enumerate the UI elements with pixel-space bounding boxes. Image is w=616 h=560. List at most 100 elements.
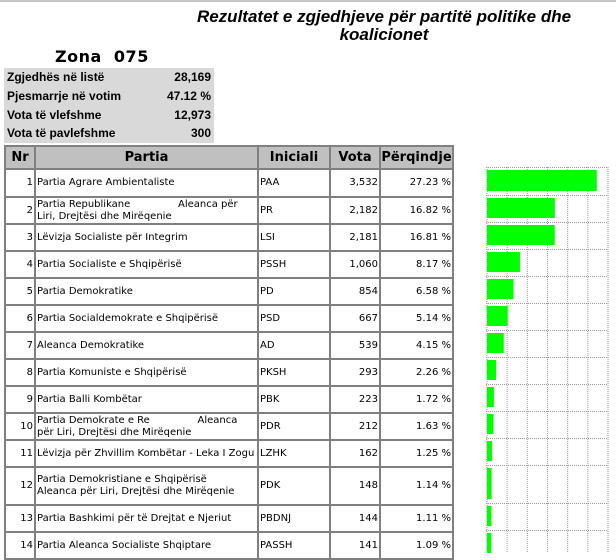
table-row: 14 Partia Aleanca Socialiste Shqiptare P… <box>4 531 454 560</box>
row-nr: 13 <box>4 504 36 533</box>
row-iniciali: AD <box>257 331 331 360</box>
bar-pr <box>487 198 555 218</box>
row-vota: 293 <box>329 358 381 387</box>
stat-value: 300 <box>190 126 211 141</box>
row-partia: Partia Socialiste e Shqipërisë <box>34 250 259 279</box>
row-partia: Partia Demokrate e Re Aleanca për Liri, … <box>34 412 259 441</box>
row-perqindje: 1.72 % <box>379 385 454 414</box>
row-partia: Partia Aleanca Socialiste Shqiptare <box>34 531 259 560</box>
row-nr: 14 <box>4 531 36 560</box>
header-vota: Vota <box>329 145 381 170</box>
row-vota: 2,182 <box>329 196 381 225</box>
row-nr: 7 <box>4 331 36 360</box>
table-row: 13 Partia Bashkimi për të Drejtat e Njer… <box>4 504 454 533</box>
row-vota: 141 <box>329 531 381 560</box>
table-row: 4 Partia Socialiste e Shqipërisë PSSH 1,… <box>4 250 454 279</box>
row-iniciali: LSI <box>257 223 331 252</box>
bar-pbk <box>487 387 494 407</box>
table-row: 9 Partia Balli Kombëtar PBK 223 1.72 % <box>4 385 454 414</box>
row-perqindje: 27.23 % <box>379 168 454 198</box>
header-iniciali: Iniciali <box>257 145 331 170</box>
bar-pdk <box>487 468 492 499</box>
row-partia: Partia Republikane Aleanca për Liri, Dre… <box>34 196 259 225</box>
row-vota: 148 <box>329 466 381 506</box>
row-nr: 4 <box>4 250 36 279</box>
row-perqindje: 2.26 % <box>379 358 454 387</box>
row-vota: 212 <box>329 412 381 441</box>
row-vota: 144 <box>329 504 381 533</box>
row-nr: 9 <box>4 385 36 414</box>
row-nr: 11 <box>4 439 36 468</box>
row-partia: Partia Balli Kombëtar <box>34 385 259 414</box>
row-iniciali: PKSH <box>257 358 331 387</box>
stat-label: Vota të pavlefshme <box>7 126 116 141</box>
header-nr: Nr <box>4 145 36 170</box>
row-vota: 1,060 <box>329 250 381 279</box>
bar-passh <box>487 533 492 553</box>
bar-pdr <box>487 414 494 434</box>
row-perqindje: 5.14 % <box>379 304 454 333</box>
row-iniciali: PR <box>257 196 331 225</box>
row-perqindje: 1.09 % <box>379 531 454 560</box>
row-iniciali: PAA <box>257 168 331 198</box>
page-title: Rezultatet e zgjedhjeve për partitë poli… <box>196 7 572 44</box>
header-partia: Partia <box>34 145 259 170</box>
row-perqindje: 16.82 % <box>379 196 454 225</box>
row-vota: 667 <box>329 304 381 333</box>
table-row: 5 Partia Demokratike PD 854 6.58 % <box>4 277 454 306</box>
row-iniciali: LZHK <box>257 439 331 468</box>
row-perqindje: 1.11 % <box>379 504 454 533</box>
bar-pd <box>487 279 514 299</box>
row-iniciali: PD <box>257 277 331 306</box>
results-bar-chart <box>486 167 609 553</box>
row-nr: 2 <box>4 196 36 225</box>
table-row: 2 Partia Republikane Aleanca për Liri, D… <box>4 196 454 225</box>
bar-pksh <box>487 360 497 380</box>
row-partia: Partia Demokristiane e Shqipërisë Aleanc… <box>34 466 259 506</box>
stats-box: Zgjedhës në listë 28,169 Pjesmarrje në vot… <box>4 68 214 143</box>
bar-psd <box>487 306 508 326</box>
stat-label: Zgjedhës në listë <box>7 70 105 85</box>
bar-lzhk <box>487 441 493 461</box>
row-nr: 1 <box>4 168 36 198</box>
top-border <box>0 0 616 2</box>
row-iniciali: PDR <box>257 412 331 441</box>
row-perqindje: 6.58 % <box>379 277 454 306</box>
row-perqindje: 16.81 % <box>379 223 454 252</box>
row-partia: Partia Agrare Ambientaliste <box>34 168 259 198</box>
row-nr: 12 <box>4 466 36 506</box>
row-nr: 5 <box>4 277 36 306</box>
row-perqindje: 4.15 % <box>379 331 454 360</box>
zone-title: Zona 075 <box>55 47 149 66</box>
row-iniciali: PBK <box>257 385 331 414</box>
row-iniciali: PSSH <box>257 250 331 279</box>
row-perqindje: 1.14 % <box>379 466 454 506</box>
row-partia: Lëvizja për Zhvillim Kombëtar - Leka I Z… <box>34 439 259 468</box>
stat-row: Pjesmarrje në votim 47.12 % <box>4 87 214 106</box>
row-perqindje: 1.63 % <box>379 412 454 441</box>
row-partia: Aleanca Demokratike <box>34 331 259 360</box>
row-iniciali: PASSH <box>257 531 331 560</box>
table-row: 3 Lëvizja Socialiste për Integrim LSI 2,… <box>4 223 454 252</box>
bar-paa <box>487 170 597 191</box>
row-nr: 3 <box>4 223 36 252</box>
row-iniciali: PBDNJ <box>257 504 331 533</box>
table-row: 1 Partia Agrare Ambientaliste PAA 3,532 … <box>4 168 454 198</box>
row-partia: Partia Bashkimi për të Drejtat e Njeriut <box>34 504 259 533</box>
table-row: 12 Partia Demokristiane e Shqipërisë Ale… <box>4 466 454 506</box>
stat-value: 47.12 % <box>166 89 211 104</box>
row-nr: 10 <box>4 412 36 441</box>
row-perqindje: 8.17 % <box>379 250 454 279</box>
stat-value: 28,169 <box>174 70 211 85</box>
row-partia: Partia Demokratike <box>34 277 259 306</box>
stat-row: Zgjedhës në listë 28,169 <box>4 68 214 87</box>
row-vota: 162 <box>329 439 381 468</box>
row-nr: 8 <box>4 358 36 387</box>
stat-row: Vota të pavlefshme 300 <box>4 124 214 143</box>
stat-label: Pjesmarrje në votim <box>7 89 122 104</box>
table-row: 11 Lëvizja për Zhvillim Kombëtar - Leka … <box>4 439 454 468</box>
row-partia: Lëvizja Socialiste për Integrim <box>34 223 259 252</box>
table-row: 10 Partia Demokrate e Re Aleanca për Lir… <box>4 412 454 441</box>
row-vota: 2,181 <box>329 223 381 252</box>
stat-row: Vota të vlefshme 12,973 <box>4 105 214 124</box>
